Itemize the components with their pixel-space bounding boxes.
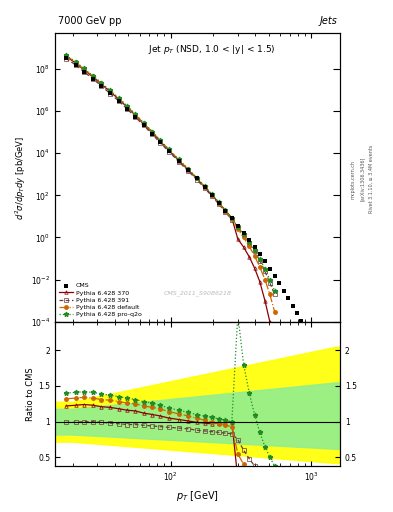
Point xyxy=(229,214,235,222)
Point xyxy=(294,309,300,317)
Text: [arXiv:1306.3436]: [arXiv:1306.3436] xyxy=(360,157,365,201)
Point xyxy=(216,199,222,207)
Point xyxy=(124,104,130,113)
Point xyxy=(222,206,229,215)
Point xyxy=(157,138,163,146)
Point xyxy=(140,121,147,129)
X-axis label: $p_T$ [GeV]: $p_T$ [GeV] xyxy=(176,489,219,503)
Y-axis label: Ratio to CMS: Ratio to CMS xyxy=(26,367,35,421)
Point xyxy=(246,236,252,244)
Point xyxy=(262,258,268,266)
Point xyxy=(302,325,309,333)
Point xyxy=(318,357,324,366)
Point xyxy=(72,60,79,69)
Point xyxy=(267,265,273,273)
Point xyxy=(132,113,139,121)
Point xyxy=(209,190,215,199)
Y-axis label: $d^2\sigma/dp_T dy$ [pb/GeV]: $d^2\sigma/dp_T dy$ [pb/GeV] xyxy=(14,135,28,220)
Point xyxy=(149,130,156,138)
Point xyxy=(285,294,292,303)
Point xyxy=(276,279,283,287)
Point xyxy=(98,82,105,90)
Point xyxy=(314,349,320,357)
Text: Jets: Jets xyxy=(319,16,337,26)
Point xyxy=(107,89,113,97)
Point xyxy=(202,183,208,191)
Point xyxy=(194,174,200,182)
Point xyxy=(90,75,96,83)
Point xyxy=(176,157,182,165)
Point xyxy=(290,302,296,310)
Point xyxy=(63,54,69,62)
Point xyxy=(252,243,258,251)
Point xyxy=(321,366,328,374)
Text: CMS_2011_S9086218: CMS_2011_S9086218 xyxy=(163,290,231,296)
Point xyxy=(310,340,316,349)
Point xyxy=(116,97,123,105)
Point xyxy=(306,333,312,341)
Point xyxy=(235,221,241,229)
Point xyxy=(298,317,304,325)
Point xyxy=(81,68,87,76)
Point xyxy=(281,287,287,295)
Point xyxy=(257,250,263,259)
Point xyxy=(272,272,278,280)
Text: 7000 GeV pp: 7000 GeV pp xyxy=(58,16,121,26)
Point xyxy=(241,228,247,237)
Legend: CMS, Pythia 6.428 370, Pythia 6.428 391, Pythia 6.428 default, Pythia 6.428 pro-: CMS, Pythia 6.428 370, Pythia 6.428 391,… xyxy=(58,282,143,318)
Text: Jet $p_T$ (NSD, 1.0 < |y| < 1.5): Jet $p_T$ (NSD, 1.0 < |y| < 1.5) xyxy=(148,44,275,56)
Point xyxy=(185,166,191,174)
Text: mcplots.cern.ch: mcplots.cern.ch xyxy=(351,160,355,199)
Text: Rivet 3.1.10, ≥ 3.4M events: Rivet 3.1.10, ≥ 3.4M events xyxy=(369,145,373,214)
Point xyxy=(166,147,172,155)
